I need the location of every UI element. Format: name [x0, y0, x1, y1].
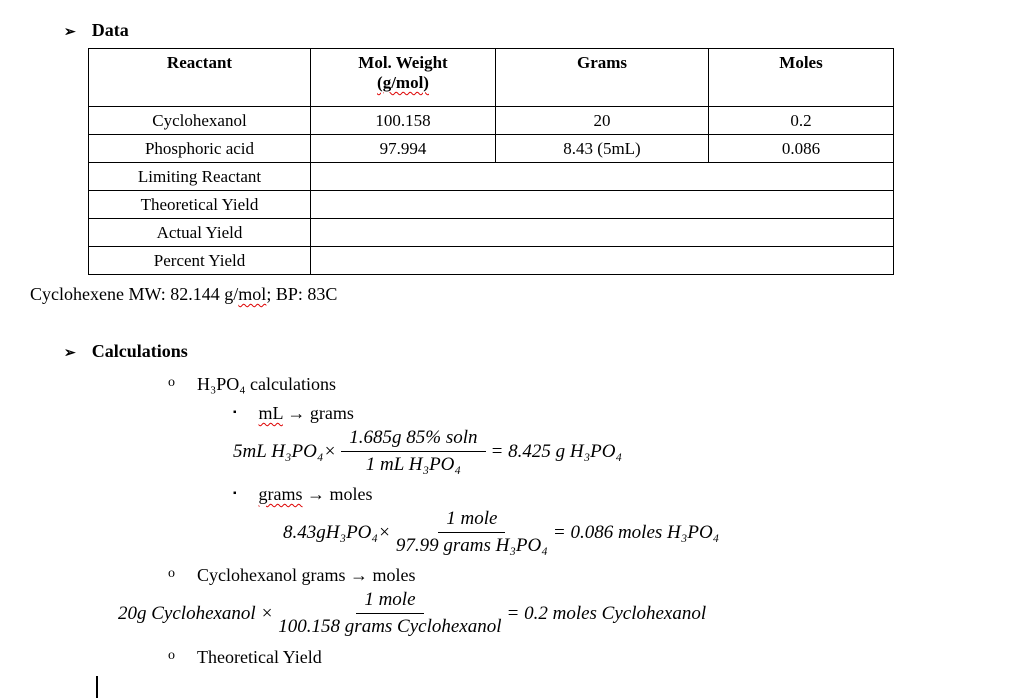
col-header-reactant: Reactant [88, 48, 311, 107]
note-prefix: Cyclohexene MW: 82.144 g/ [30, 284, 239, 304]
square-bullet-icon: ▪ [233, 407, 237, 418]
h3po4-calculations-item: o H₃PO₄ calculations [168, 374, 1024, 395]
fraction-denominator: 97.99 grams H₃PO₄ [395, 535, 548, 556]
cell-label: Limiting Reactant [88, 162, 311, 191]
col-header-mol-weight: Mol. Weight (g/mol) [310, 48, 496, 107]
col-header-grams: Grams [495, 48, 709, 107]
fraction: 1 mole 97.99 grams H₃PO₄ [396, 508, 548, 557]
cell-mol-weight: 97.994 [310, 134, 496, 163]
theoretical-yield-item: o Theoretical Yield [168, 647, 1024, 668]
equation-lhs: 8.43gH₃PO₄× [283, 521, 391, 543]
cell-reactant: Phosphoric acid [88, 134, 311, 163]
cell-label: Theoretical Yield [88, 190, 311, 219]
circle-bullet-icon: o [168, 375, 175, 390]
cell-moles: 0.086 [708, 134, 894, 163]
equation-ml-to-grams: 5mL H₃PO₄× 1.685g 85% soln 1 mL H₃PO₄ = … [233, 427, 1024, 476]
cell-label: Percent Yield [88, 246, 311, 275]
equation-lhs: 5mL H₃PO₄× [233, 440, 337, 462]
theoretical-yield-label: Theoretical Yield [197, 647, 322, 667]
cell-mol-weight: 100.158 [310, 106, 496, 135]
text-caret [96, 676, 98, 698]
cell-empty-merged [310, 218, 894, 247]
mol-weight-header-line1: Mol. Weight [358, 53, 448, 72]
fraction: 1.685g 85% soln 1 mL H₃PO₄ [341, 427, 486, 476]
mol-weight-header-line2: (g/mol) [377, 73, 429, 92]
cyclohexanol-grams-to-moles-label: Cyclohexanol grams → moles [197, 565, 416, 585]
arrow-bullet-icon: ➢ [64, 25, 76, 40]
arrow-moles-text: → moles [302, 484, 373, 504]
h3po4-calculations-label: H₃PO₄ calculations [197, 374, 337, 394]
cyclohexene-note: Cyclohexene MW: 82.144 g/mol; BP: 83C [30, 284, 1024, 305]
arrow-grams-text: → grams [282, 403, 354, 423]
equation-result: = 8.425 g H₃PO₄ [490, 440, 623, 462]
cell-empty-merged [310, 162, 894, 191]
table-row-cyclohexanol: Cyclohexanol 100.158 20 0.2 [88, 106, 894, 135]
calculations-heading-label: Calculations [91, 341, 188, 361]
equation-result: = 0.086 moles H₃PO₄ [552, 521, 720, 543]
table-row-percent-yield: Percent Yield [88, 246, 894, 275]
fraction-numerator: 1.685g 85% soln [341, 427, 486, 452]
square-bullet-icon: ▪ [233, 488, 237, 499]
table-row-theoretical-yield: Theoretical Yield [88, 190, 894, 219]
ml-word: mL [258, 403, 283, 423]
equation-grams-to-moles: 8.43gH₃PO₄× 1 mole 97.99 grams H₃PO₄ = 0… [283, 508, 1024, 557]
data-heading-label: Data [91, 20, 129, 40]
equation-lhs: 20g Cyclohexanol × [118, 602, 274, 624]
grams-to-moles-label: grams → moles [259, 484, 373, 505]
ml-to-grams-label: mL → grams [259, 403, 354, 424]
circle-bullet-icon: o [168, 648, 175, 663]
table-header-row: Reactant Mol. Weight (g/mol) Grams Moles [88, 48, 894, 107]
arrow-bullet-icon: ➢ [64, 346, 76, 361]
ml-to-grams-item: ▪ mL → grams [233, 403, 1024, 424]
cell-label: Actual Yield [88, 218, 311, 247]
cell-moles: 0.2 [708, 106, 894, 135]
reactant-data-table: Reactant Mol. Weight (g/mol) Grams Moles… [88, 48, 894, 275]
fraction-denominator: 1 mL H₃PO₄ [365, 454, 462, 475]
note-misspelled-word: mol [238, 284, 267, 304]
fraction-numerator: 1 mole [356, 589, 424, 614]
table-row-phosphoric-acid: Phosphoric acid 97.994 8.43 (5mL) 0.086 [88, 134, 894, 163]
fraction: 1 mole 100.158 grams Cyclohexanol [278, 589, 501, 638]
note-suffix: ; BP: 83C [266, 284, 338, 304]
col-header-moles: Moles [708, 48, 894, 107]
grams-to-moles-item: ▪ grams → moles [233, 484, 1024, 505]
cyclohexanol-grams-to-moles-item: o Cyclohexanol grams → moles [168, 565, 1024, 586]
cell-grams: 20 [495, 106, 709, 135]
fraction-denominator: 100.158 grams Cyclohexanol [278, 616, 502, 637]
equation-result: = 0.2 moles Cyclohexanol [506, 602, 707, 624]
cell-empty-merged [310, 246, 894, 275]
data-heading: ➢ Data [64, 20, 1024, 41]
cell-empty-merged [310, 190, 894, 219]
fraction-numerator: 1 mole [438, 508, 506, 533]
circle-bullet-icon: o [168, 566, 175, 581]
calculations-heading: ➢ Calculations [64, 341, 1024, 362]
table-row-limiting-reactant: Limiting Reactant [88, 162, 894, 191]
cell-reactant: Cyclohexanol [88, 106, 311, 135]
equation-cyclohexanol: 20g Cyclohexanol × 1 mole 100.158 grams … [118, 589, 1024, 638]
grams-word: grams [258, 484, 303, 504]
cell-grams: 8.43 (5mL) [495, 134, 709, 163]
table-row-actual-yield: Actual Yield [88, 218, 894, 247]
